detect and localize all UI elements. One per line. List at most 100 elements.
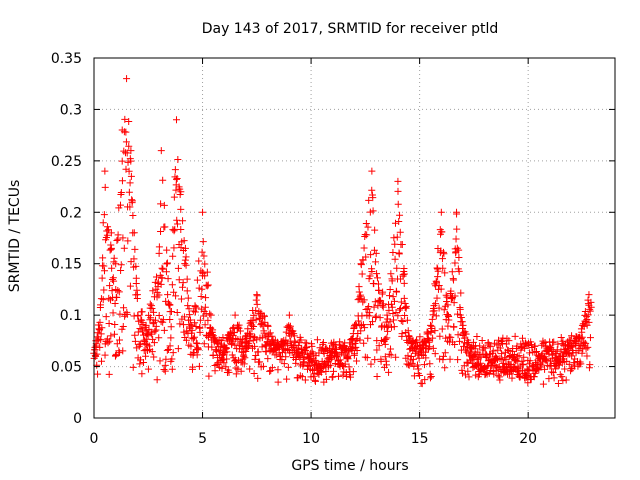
data-point	[451, 292, 459, 300]
data-point	[160, 366, 168, 374]
data-point	[444, 311, 452, 319]
data-point	[375, 342, 383, 350]
data-point	[218, 364, 226, 372]
data-point	[319, 339, 327, 347]
data-point	[386, 318, 394, 326]
data-point	[173, 309, 181, 317]
data-point	[127, 172, 135, 180]
data-point	[174, 264, 182, 272]
data-point	[445, 316, 453, 324]
data-point	[170, 244, 178, 252]
data-point	[122, 138, 130, 146]
data-point	[439, 356, 447, 364]
data-point	[198, 248, 206, 256]
data-point	[121, 115, 129, 123]
data-point	[354, 317, 362, 325]
data-point	[274, 378, 282, 386]
data-point	[385, 350, 393, 358]
data-point	[149, 335, 157, 343]
data-point	[516, 373, 524, 381]
data-point	[178, 283, 186, 291]
data-point	[397, 317, 405, 325]
data-point	[532, 348, 540, 356]
data-point	[317, 368, 325, 376]
data-point	[446, 355, 454, 363]
data-point	[326, 361, 334, 369]
data-point	[125, 167, 133, 175]
data-point	[191, 319, 199, 327]
data-point	[199, 238, 207, 246]
data-point	[264, 355, 272, 363]
data-point	[438, 325, 446, 333]
data-point	[389, 293, 397, 301]
data-point	[112, 351, 120, 359]
data-point	[101, 267, 109, 275]
x-tick-label: 0	[90, 431, 99, 447]
data-point	[450, 276, 458, 284]
data-point	[526, 349, 534, 357]
data-point	[138, 370, 146, 378]
data-point	[587, 303, 595, 311]
data-point	[136, 360, 144, 368]
data-point	[557, 347, 565, 355]
data-point	[373, 346, 381, 354]
data-point	[250, 370, 258, 378]
data-point	[177, 205, 185, 213]
data-point	[383, 311, 391, 319]
data-point	[255, 315, 263, 323]
data-point	[180, 321, 188, 329]
y-tick-label: 0.25	[51, 154, 82, 170]
data-point	[393, 288, 401, 296]
data-point	[236, 327, 244, 335]
data-point	[586, 334, 594, 342]
data-point	[391, 255, 399, 263]
data-point	[283, 375, 291, 383]
data-point	[139, 331, 147, 339]
data-point	[163, 246, 171, 254]
y-tick-label: 0.3	[60, 102, 82, 118]
data-point	[155, 249, 163, 257]
data-point	[113, 340, 121, 348]
data-point	[171, 166, 179, 174]
data-point	[132, 274, 140, 282]
data-point	[545, 375, 553, 383]
data-point	[447, 333, 455, 341]
data-point	[105, 294, 113, 302]
x-tick-label: 20	[519, 431, 537, 447]
data-point	[457, 314, 465, 322]
data-point	[357, 261, 365, 269]
data-point	[542, 356, 550, 364]
data-point	[455, 246, 463, 254]
data-point	[268, 364, 276, 372]
data-point	[110, 330, 118, 338]
data-point	[137, 325, 145, 333]
data-point	[364, 223, 372, 231]
data-point	[367, 360, 375, 368]
data-point	[547, 368, 555, 376]
data-point	[187, 342, 195, 350]
data-point	[123, 310, 131, 318]
data-point	[586, 307, 594, 315]
data-point	[558, 373, 566, 381]
data-point	[432, 312, 440, 320]
data-point	[410, 362, 418, 370]
data-point	[148, 348, 156, 356]
data-point	[122, 128, 130, 136]
data-point	[225, 368, 233, 376]
data-point	[104, 223, 112, 231]
data-point	[180, 313, 188, 321]
data-point	[379, 288, 387, 296]
data-point	[508, 374, 516, 382]
data-point	[169, 252, 177, 260]
data-point	[400, 294, 408, 302]
data-point	[311, 377, 319, 385]
data-point	[515, 352, 523, 360]
data-point	[363, 354, 371, 362]
data-point	[395, 250, 403, 258]
data-point	[96, 303, 104, 311]
data-point	[164, 291, 172, 299]
data-point	[481, 344, 489, 352]
data-point	[384, 322, 392, 330]
data-point	[451, 340, 459, 348]
data-point	[184, 294, 192, 302]
